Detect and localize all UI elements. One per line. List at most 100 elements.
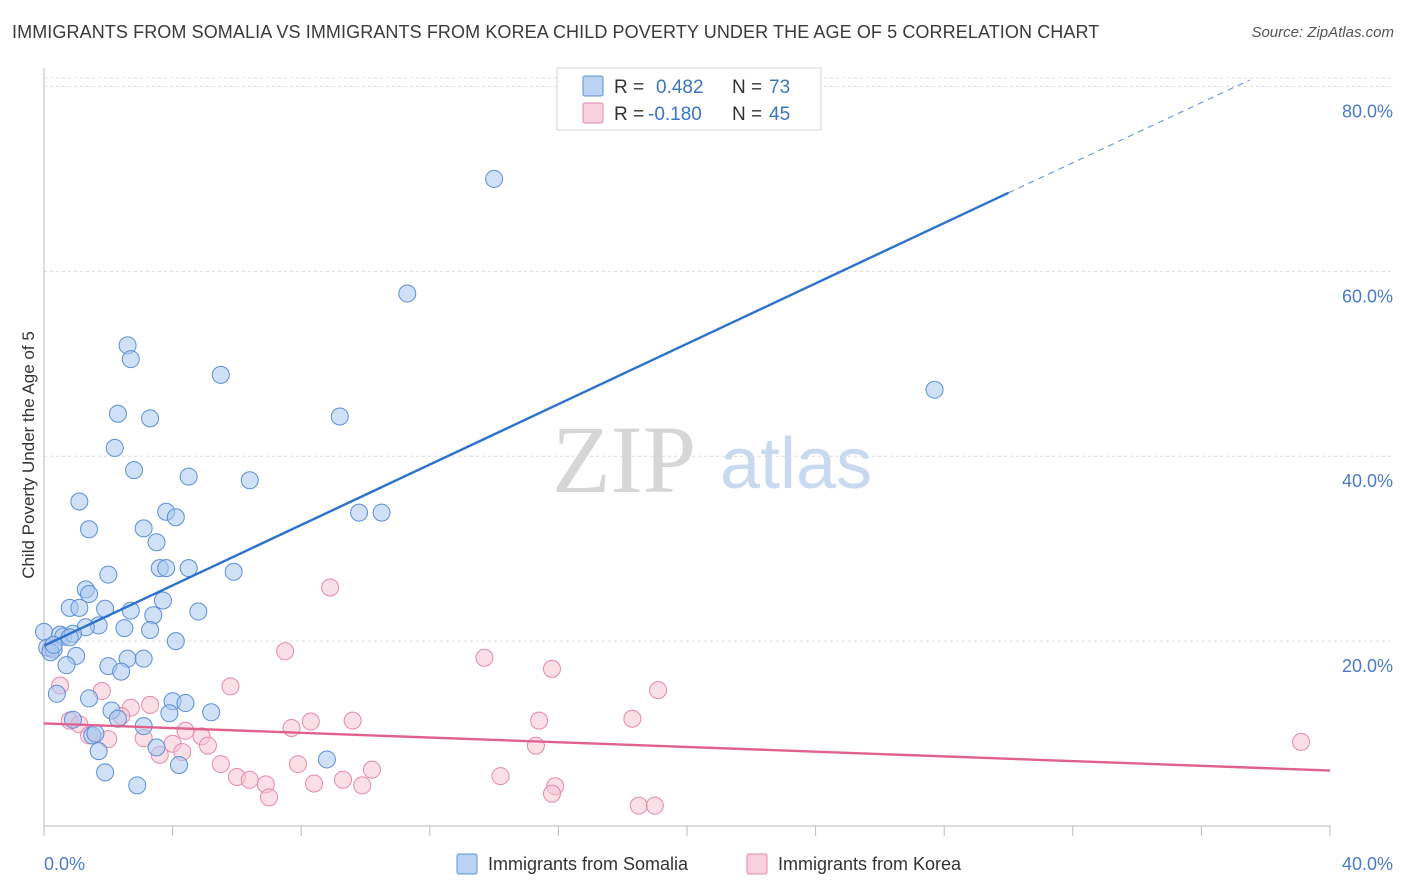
y-tick-labels: 20.0% 40.0% 60.0% 80.0% [1342, 101, 1393, 676]
somalia-point-24 [99, 565, 118, 584]
series-legend-swatch-somalia [456, 853, 478, 875]
korea-point-14 [301, 712, 320, 731]
korea-point-42 [260, 788, 279, 807]
korea-point-17 [623, 709, 642, 728]
somalia-point-68 [170, 755, 189, 774]
korea-point-2 [475, 648, 494, 667]
korea-point-35 [491, 767, 510, 786]
korea-point-25 [198, 736, 217, 755]
somalia-point-18 [80, 520, 99, 539]
watermark-atlas: atlas [720, 424, 872, 504]
korea-point-30 [211, 755, 230, 774]
y-tick-label-40: 40.0% [1342, 471, 1393, 491]
korea-point-19 [176, 721, 195, 740]
series-legend-label-somalia: Immigrants from Somalia [488, 854, 689, 874]
somalia-point-45 [166, 632, 185, 651]
somalia-point-11 [179, 467, 198, 486]
somalia-point-33 [189, 602, 208, 621]
x-tick-label-max: 40.0% [1342, 854, 1393, 874]
somalia-point-19 [134, 519, 153, 538]
somalia-point-6 [108, 404, 127, 423]
somalia-point-23 [157, 559, 176, 578]
somalia-point-5 [925, 380, 944, 399]
legend-swatch-somalia [582, 75, 604, 97]
somalia-point-52 [112, 662, 131, 681]
series-legend: Immigrants from Somalia Immigrants from … [456, 853, 962, 875]
gridlines [44, 77, 1393, 642]
watermark-zip: ZIP [552, 406, 696, 513]
somalia-point-7 [141, 409, 160, 428]
y-tick-label-20: 20.0% [1342, 656, 1393, 676]
somalia-point-65 [147, 738, 166, 757]
somalia-point-8 [330, 407, 349, 426]
korea-point-39 [353, 776, 372, 795]
korea-point-6 [221, 677, 240, 696]
somalia-point-9 [105, 438, 124, 457]
somalia-point-50 [57, 656, 76, 675]
somalia-point-10 [125, 461, 144, 480]
legend-n-label-somalia: N = [732, 77, 762, 98]
trend-lines [43, 79, 1331, 772]
korea-point-44 [645, 796, 664, 815]
somalia-point-70 [128, 776, 147, 795]
somalia-point-16 [372, 503, 391, 522]
somalia-point-53 [47, 684, 66, 703]
korea-point-27 [1292, 732, 1311, 751]
somalia-point-27 [80, 584, 99, 603]
somalia-point-56 [176, 694, 195, 713]
legend-n-value-korea: 45 [769, 104, 790, 125]
somalia-point-4 [211, 365, 230, 384]
y-axis-title: Child Poverty Under the Age of 5 [19, 331, 38, 579]
somalia-point-3 [121, 350, 140, 369]
x-ticks [43, 826, 1331, 836]
somalia-point-13 [70, 492, 89, 511]
korea-point-7 [649, 681, 668, 700]
trend-line-somalia [43, 191, 1010, 647]
somalia-point-12 [240, 471, 259, 490]
legend-n-value-somalia: 73 [769, 77, 790, 98]
korea-point-36 [333, 770, 352, 789]
somalia-point-32 [153, 591, 172, 610]
somalia-point-34 [144, 606, 163, 625]
korea-point-0 [321, 578, 340, 597]
somalia-point-37 [115, 619, 134, 638]
korea-point-32 [362, 760, 381, 779]
korea-point-18 [282, 719, 301, 738]
trend-line-somalia-extension [1008, 79, 1250, 194]
watermark: ZIP atlas [552, 406, 872, 513]
korea-point-15 [343, 711, 362, 730]
somalia-point-20 [147, 533, 166, 552]
korea-point-1 [276, 642, 295, 661]
korea-point-26 [526, 736, 545, 755]
somalia-point-17 [166, 508, 185, 527]
somalia-point-49 [134, 649, 153, 668]
somalia-point-25 [224, 562, 243, 581]
somalia-point-69 [96, 763, 115, 782]
somalia-point-67 [317, 750, 336, 769]
korea-point-16 [530, 711, 549, 730]
legend-r-value-korea: -0.180 [648, 104, 702, 125]
korea-point-3 [542, 659, 561, 678]
series-legend-label-korea: Immigrants from Korea [778, 854, 962, 874]
trend-line-korea [43, 722, 1331, 772]
legend-r-label-somalia: R = [614, 77, 644, 98]
legend-r-value-somalia: 0.482 [656, 77, 704, 98]
chart-source: Source: ZipAtlas.com [1251, 24, 1394, 41]
legend-n-label-korea: N = [732, 104, 762, 125]
somalia-point-0 [485, 169, 504, 188]
somalia-point-38 [141, 621, 160, 640]
series-korea-points [41, 578, 1311, 815]
somalia-point-15 [350, 503, 369, 522]
somalia-point-1 [398, 284, 417, 303]
somalia-point-54 [80, 689, 99, 708]
y-tick-label-80: 80.0% [1342, 101, 1393, 121]
x-tick-label-min: 0.0% [44, 854, 85, 874]
korea-point-41 [542, 784, 561, 803]
somalia-point-66 [89, 742, 108, 761]
y-tick-label-60: 60.0% [1342, 286, 1393, 306]
korea-point-31 [288, 755, 307, 774]
chart-title: IMMIGRANTS FROM SOMALIA VS IMMIGRANTS FR… [12, 22, 1100, 42]
somalia-point-30 [70, 598, 89, 617]
legend-r-label-korea: R = [614, 104, 644, 125]
